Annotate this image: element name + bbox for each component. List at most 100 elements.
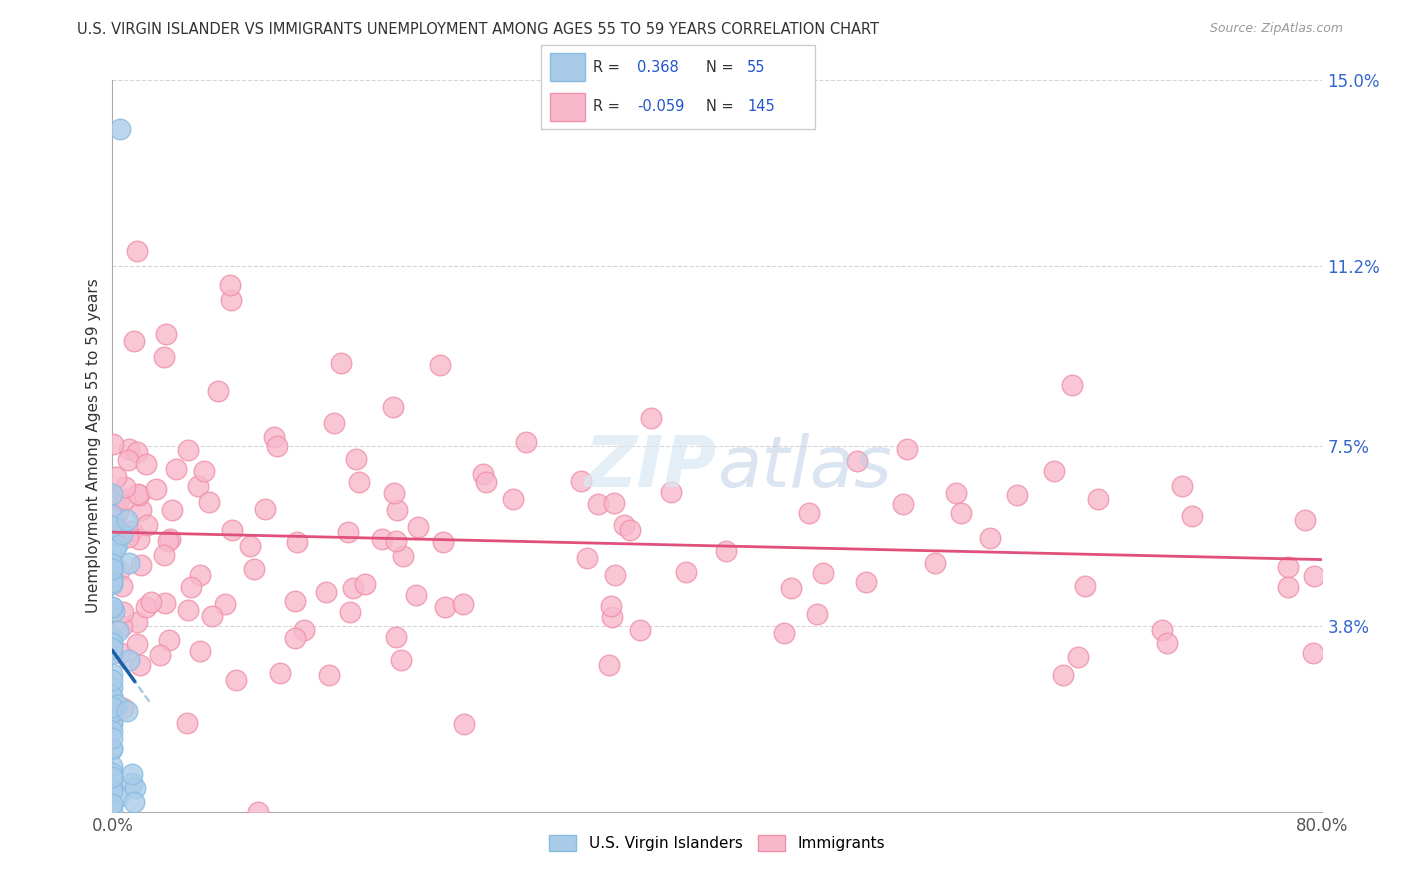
Point <box>101 690 124 704</box>
Point <box>165 462 187 476</box>
Point <box>145 482 167 496</box>
Point <box>160 502 183 516</box>
Point <box>434 599 457 614</box>
Point <box>110 646 132 660</box>
Point <box>114 491 136 506</box>
Point <box>219 293 242 307</box>
Text: R =: R = <box>593 98 620 113</box>
Y-axis label: Unemployment Among Ages 55 to 59 years: Unemployment Among Ages 55 to 59 years <box>86 278 101 614</box>
Point <box>114 480 136 494</box>
Point <box>104 517 127 532</box>
Point <box>101 797 124 811</box>
Point <box>128 658 150 673</box>
Point <box>108 565 131 579</box>
Point <box>101 641 124 656</box>
Point <box>101 766 124 780</box>
Point <box>855 575 877 590</box>
Point <box>125 638 148 652</box>
Point <box>239 539 262 553</box>
Point <box>101 508 124 522</box>
Text: 55: 55 <box>747 60 765 75</box>
Point <box>101 547 124 561</box>
Point <box>949 506 972 520</box>
Point <box>125 615 148 629</box>
Point <box>101 724 124 739</box>
Point <box>269 666 291 681</box>
Point <box>101 561 124 575</box>
Point <box>600 599 623 613</box>
Point <box>502 491 524 506</box>
Point <box>101 487 124 501</box>
Point <box>115 513 138 527</box>
Text: ZIP: ZIP <box>585 434 717 502</box>
Point <box>716 544 738 558</box>
Point <box>1303 568 1326 582</box>
Point <box>101 577 124 591</box>
Point <box>471 467 494 482</box>
Point <box>811 566 834 581</box>
Point <box>432 534 454 549</box>
Point <box>225 673 247 687</box>
Point <box>101 575 124 590</box>
Point <box>124 780 146 795</box>
Point <box>127 244 149 258</box>
Point <box>118 653 141 667</box>
Point <box>176 716 198 731</box>
Point <box>115 704 138 718</box>
Text: -0.059: -0.059 <box>637 98 685 113</box>
Point <box>323 416 346 430</box>
FancyBboxPatch shape <box>541 45 815 129</box>
Point <box>605 567 627 582</box>
Point <box>108 122 131 136</box>
Text: N =: N = <box>706 60 734 75</box>
Point <box>187 479 209 493</box>
Point <box>101 630 124 644</box>
Point <box>318 668 340 682</box>
Point <box>475 475 498 489</box>
Point <box>661 485 683 500</box>
Point <box>1043 464 1066 478</box>
Point <box>105 698 128 713</box>
Point <box>243 562 266 576</box>
Point <box>122 795 145 809</box>
Point <box>107 790 129 805</box>
Point <box>1171 478 1194 492</box>
Point <box>453 597 475 611</box>
Point <box>979 531 1001 545</box>
Point <box>263 429 285 443</box>
Point <box>586 497 609 511</box>
Point <box>806 607 828 621</box>
Point <box>111 619 134 633</box>
Point <box>104 542 127 557</box>
Point <box>221 523 243 537</box>
Point <box>101 646 124 660</box>
Point <box>1150 623 1173 637</box>
Point <box>101 570 124 584</box>
Point <box>347 475 370 489</box>
Point <box>107 505 129 519</box>
Point <box>628 623 651 637</box>
Point <box>339 605 361 619</box>
Point <box>266 439 288 453</box>
Point <box>101 560 124 574</box>
Point <box>139 595 162 609</box>
Point <box>845 454 868 468</box>
Point <box>602 496 624 510</box>
Point <box>381 401 404 415</box>
Point <box>406 520 429 534</box>
Point <box>219 278 242 293</box>
Point <box>101 680 124 694</box>
Point <box>613 518 636 533</box>
Point <box>214 597 236 611</box>
Point <box>156 533 179 548</box>
Point <box>136 518 159 533</box>
Point <box>329 356 352 370</box>
Point <box>108 491 131 506</box>
Text: 145: 145 <box>747 98 775 113</box>
Point <box>292 623 315 637</box>
Point <box>101 599 124 614</box>
Point <box>153 596 176 610</box>
Point <box>101 437 124 451</box>
Point <box>128 487 150 501</box>
Point <box>370 532 392 546</box>
